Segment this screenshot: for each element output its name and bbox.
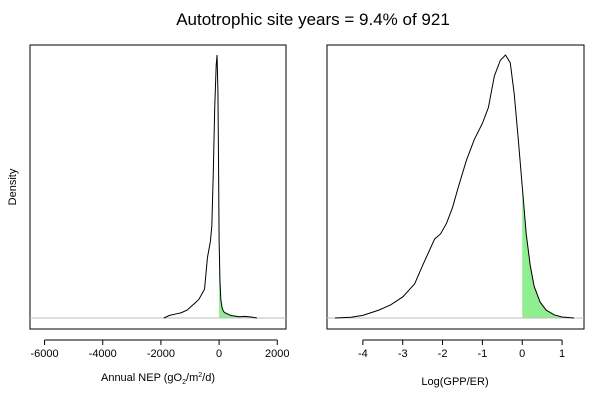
- shade-group-right: [522, 186, 575, 318]
- panel-left: -6000 -4000 -2000 0 2000 Annual NEP (gO2/m2/…: [7, 44, 290, 386]
- panel-right: -4 -3 -2 -1 0 1 Log(GPP/ER): [326, 44, 585, 388]
- x-tick-label-left: -4000: [89, 348, 117, 360]
- x-axis-label-right: Log(GPP/ER): [421, 376, 488, 388]
- x-tick-label-left: -6000: [30, 348, 58, 360]
- plot-frame-right: [326, 44, 585, 330]
- shade-group-left: [219, 239, 257, 318]
- shaded-area-right: [522, 186, 575, 318]
- x-axis-left: -6000 -4000 -2000 0 2000: [30, 339, 290, 360]
- x-tick-label-right: 0: [519, 348, 525, 360]
- x-axis-right: -4 -3 -2 -1 0 1: [358, 339, 565, 360]
- plot-frame-left: [29, 44, 287, 330]
- x-tick-label-left: 0: [216, 348, 222, 360]
- figure-title: Autotrophic site years = 9.4% of 921: [176, 10, 450, 29]
- density-curve-right: [334, 54, 575, 319]
- y-axis-label-left: Density: [7, 168, 19, 205]
- x-tick-label-right: -1: [478, 348, 488, 360]
- x-axis-label-left: Annual NEP (gO2/m2/d): [101, 372, 215, 386]
- density-curve-left: [163, 54, 257, 319]
- shaded-area-left: [219, 239, 257, 318]
- x-tick-label-left: -2000: [147, 348, 175, 360]
- x-tick-label-right: -3: [398, 348, 408, 360]
- x-tick-label-left: 2000: [265, 348, 289, 360]
- x-tick-label-right: -4: [358, 348, 368, 360]
- x-tick-label-right: -2: [438, 348, 448, 360]
- x-tick-label-right: 1: [559, 348, 565, 360]
